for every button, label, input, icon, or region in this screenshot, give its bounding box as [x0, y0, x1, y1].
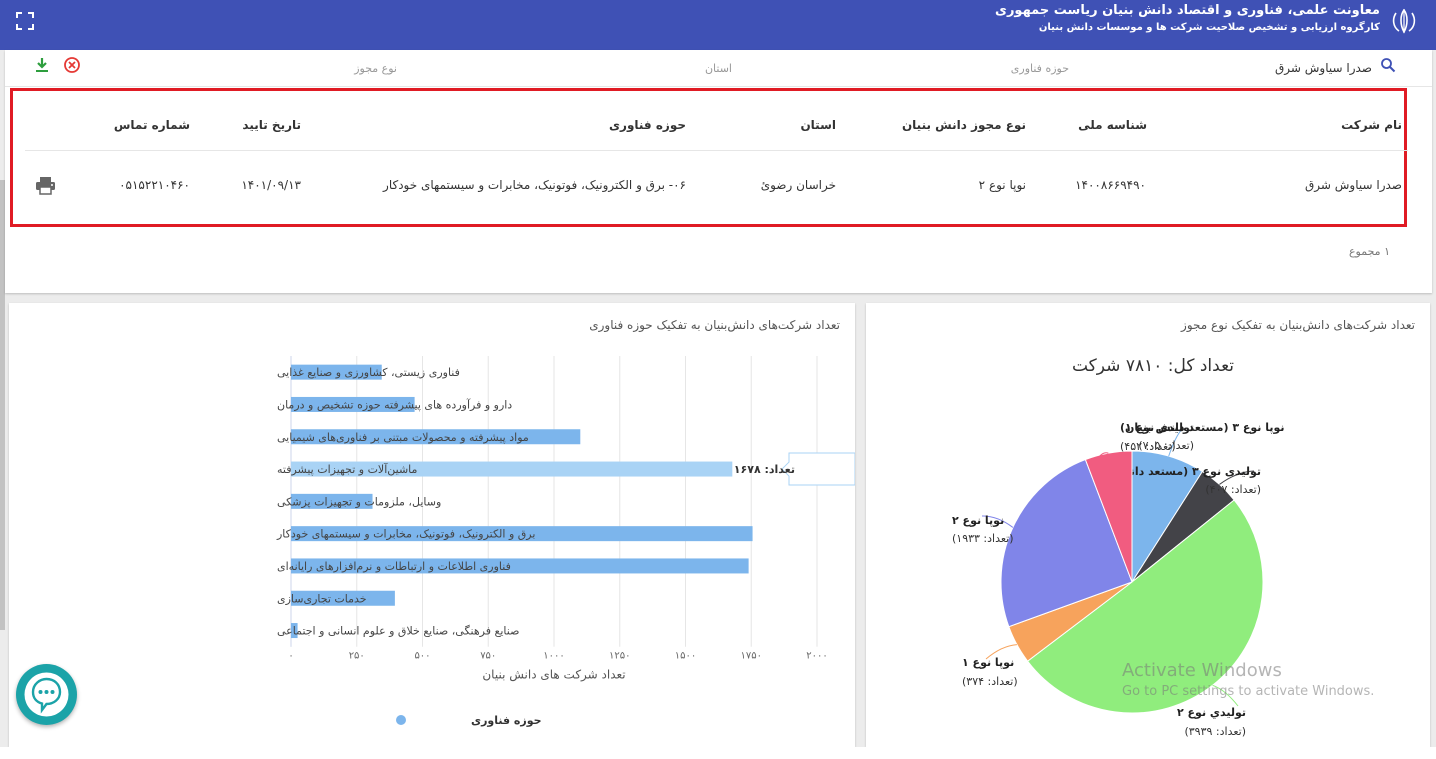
- emblem-icon: [1392, 8, 1416, 34]
- total-count: ۱ مجموع: [1348, 245, 1390, 258]
- y-tick-label: صنایع فرهنگی، صنایع خلاق و علوم انسانی و…: [277, 625, 519, 638]
- th-province[interactable]: استان: [800, 118, 836, 132]
- page-scrollbar[interactable]: [0, 180, 5, 630]
- pie-label-count: (تعداد: ۴۵۲): [1120, 440, 1176, 453]
- bar: [291, 429, 581, 445]
- x-tick-label: ۱۷۵۰: [741, 651, 762, 662]
- bar: [291, 526, 753, 542]
- fullscreen-icon[interactable]: [15, 11, 35, 31]
- th-approval-date[interactable]: تاریخ تایید: [242, 118, 301, 132]
- filter-row: صدرا سیاوش شرق حوزه فناوری استان نوع مجو…: [5, 50, 1432, 87]
- cell-approval-date: ۱۴۰۱/۰۹/۱۳: [241, 178, 301, 192]
- pie-connector: [1168, 428, 1183, 457]
- pie-label-name: نوپا نوع ۳ (مستعد دانش بنیان): [1120, 421, 1285, 434]
- y-tick-label: فناوری زیستی، کشاورزی و صنایع غذایی: [277, 366, 460, 379]
- search-icon[interactable]: [1380, 57, 1396, 73]
- chat-bubble-icon: [24, 672, 69, 717]
- pie-label-count: (تعداد: ۱۹۳۳): [952, 532, 1014, 545]
- watermark-line1: Activate Windows: [1122, 660, 1282, 681]
- highlight-annotation-box: [10, 88, 1407, 227]
- tech-domain-filter[interactable]: حوزه فناوری: [1010, 62, 1069, 75]
- th-tech-domain[interactable]: حوزه فناوری: [609, 118, 686, 132]
- pie-connector: [985, 644, 1017, 660]
- bar: [291, 493, 373, 509]
- y-tick-label: دارو و فرآورده های پیشرفته حوزه تشخیص و …: [277, 397, 512, 411]
- x-tick-label: ۷۵۰: [480, 651, 496, 662]
- th-license-type[interactable]: نوع مجوز دانش بنیان: [901, 118, 1026, 132]
- x-tick-label: ۲۵۰: [349, 651, 365, 662]
- th-company-name[interactable]: نام شرکت: [1341, 118, 1402, 132]
- legend-marker: [396, 715, 406, 725]
- print-icon[interactable]: [35, 176, 56, 195]
- pie-label-count: (تعداد: ۳۹۳۹): [1184, 725, 1246, 738]
- x-tick-label: ۰: [288, 651, 293, 662]
- pie-connector: [981, 515, 1014, 528]
- pie-connector: [1095, 452, 1109, 462]
- bar: [291, 364, 382, 380]
- pie-chart: تولیدی نوع ۱(تعداد: ۷۰۵)تولیدی نوع ۳ (مس…: [952, 421, 1285, 738]
- cell-phone: ۰۵۱۵۲۲۱۰۴۶۰: [119, 178, 190, 192]
- download-icon[interactable]: [34, 56, 50, 74]
- pie-slice: [1084, 450, 1133, 583]
- bar: [291, 623, 298, 639]
- y-tick-label: برق و الکترونیک، فوتونیک، مخابرات و سیست…: [276, 528, 535, 541]
- pie-connector: [1212, 684, 1239, 707]
- pie-label-count: (تعداد: ۴۰۷): [1205, 483, 1261, 496]
- province-filter[interactable]: استان: [704, 62, 732, 75]
- y-tick-label: مواد پیشرفته و محصولات مبتنی بر فناوری‌ه…: [277, 431, 529, 444]
- company-search-input[interactable]: صدرا سیاوش شرق: [1274, 61, 1372, 75]
- bar: [291, 590, 395, 606]
- pie-chart-title: تعداد شرکت‌های دانش‌بنیان به تفکیک نوع م…: [1181, 318, 1415, 332]
- license-type-filter[interactable]: نوع مجوز: [354, 62, 397, 75]
- legend-label: حوزه فناوری: [471, 714, 542, 727]
- pie-total-label: تعداد کل: ۷۸۱۰ شرکت: [1071, 356, 1234, 376]
- pie-label-name: نوپا نوع ۲: [952, 514, 1004, 527]
- cell-license-type: نوپا نوع ۲: [978, 178, 1026, 192]
- cell-national-id: ۱۴۰۰۸۶۶۹۴۹۰: [1075, 178, 1146, 192]
- cell-tech-domain: ۰۶- برق و الکترونیک، فوتونیک، مخابرات و …: [383, 178, 686, 192]
- th-national-id[interactable]: شناسه ملی: [1078, 118, 1147, 132]
- bar: [291, 461, 733, 477]
- chat-button[interactable]: [16, 664, 77, 725]
- pie-label-name: نوپا نوع ۱: [962, 656, 1014, 669]
- x-axis-label: تعداد شرکت های دانش بنیان: [482, 668, 625, 683]
- header-divider: [25, 150, 1408, 151]
- y-tick-label: ماشین‌آلات و تجهیزات پیشرفته: [277, 462, 418, 476]
- pie-label-count: (تعداد: ۳۷۴): [962, 675, 1018, 688]
- bar-chart: ۰ ۲۵۰ ۵۰۰ ۷۵۰ ۱۰۰۰ ۱۲۵۰ ۱۵۰۰ ۱۷۵۰ ۲۰۰۰ فناوری زیس…: [276, 356, 855, 727]
- th-phone[interactable]: شماره تماس: [113, 118, 190, 132]
- tooltip-box: [781, 452, 855, 486]
- cell-company-name: صدرا سیاوش شرق: [1304, 178, 1402, 192]
- bar: [291, 396, 415, 412]
- pie-chart-card: تعداد شرکت‌های دانش‌بنیان به تفکیک نوع م…: [866, 303, 1430, 747]
- y-tick-label: وسایل، ملزومات و تجهیزات پزشکی: [277, 495, 441, 508]
- x-tick-label: ۱۲۵۰: [609, 651, 630, 662]
- x-tick-label: ۱۰۰۰: [543, 651, 564, 662]
- header-title: معاونت علمی، فناوری و اقتصاد دانش بنیان …: [995, 3, 1380, 18]
- tooltip-text: تعداد: ۱۶۷۸: [734, 463, 795, 476]
- y-tick-label: خدمات تجاری‌سازی: [277, 592, 367, 605]
- app-header: معاونت علمی، فناوری و اقتصاد دانش بنیان …: [0, 0, 1436, 50]
- x-tick-label: ۲۰۰۰: [806, 651, 827, 662]
- companies-table-card: صدرا سیاوش شرق حوزه فناوری استان نوع مجو…: [5, 50, 1432, 293]
- clear-filter-icon[interactable]: [63, 56, 81, 74]
- pie-label-name: توليدي نوع ۲: [1177, 706, 1246, 719]
- x-tick-label: ۱۵۰۰: [675, 651, 696, 662]
- bottom-strip: [0, 747, 1436, 759]
- bar-chart-card: تعداد شرکت‌های دانش‌بنیان به تفکیک حوزه …: [9, 303, 855, 747]
- watermark-line2: Go to PC settings to activate Windows.: [1122, 684, 1375, 699]
- y-tick-label: فناوری اطلاعات و ارتباطات و نرم‌افزارهای…: [277, 560, 511, 573]
- x-tick-label: ۵۰۰: [414, 651, 430, 662]
- pie-label-name: تولیدی نوع ۱: [1125, 421, 1194, 434]
- cell-province: خراسان رضوئ: [760, 178, 836, 192]
- header-subtitle: کارگروه ارزیابی و تشخیص صلاحیت شرکت ها و…: [1038, 22, 1380, 33]
- bar-tooltip: تعداد: ۱۶۷۸: [734, 452, 855, 486]
- bar: [291, 558, 749, 574]
- bar-chart-title: تعداد شرکت‌های دانش‌بنیان به تفکیک حوزه …: [589, 318, 840, 332]
- pie-label-count: (تعداد: ۷۰۵): [1138, 439, 1194, 452]
- windows-activation-watermark: Activate Windows Go to PC settings to ac…: [1122, 660, 1374, 699]
- pie-connector: [1219, 470, 1255, 485]
